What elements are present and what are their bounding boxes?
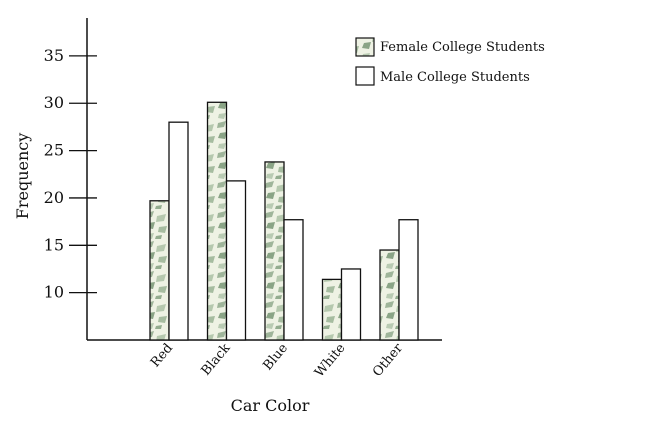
y-tick-label: 25 [44, 141, 64, 160]
y-tick-label: 30 [44, 93, 64, 112]
bar-blue-female [264, 161, 285, 341]
bar-red-female [149, 200, 170, 341]
x-tick-label: Red [148, 341, 176, 370]
y-tick-label: 20 [44, 188, 64, 207]
legend-label-male: Male College Students [380, 70, 530, 85]
bar-black-male [225, 180, 247, 341]
bar-other-female [379, 249, 400, 341]
bar-white-female [321, 278, 343, 341]
x-tick-label: Black [199, 341, 234, 379]
bar-blue-male [283, 219, 304, 341]
y-ticks: 10 15 20 25 30 35 [44, 46, 97, 302]
legend-swatch-female [355, 37, 375, 57]
bar-white-male [340, 268, 362, 341]
y-tick-label: 15 [44, 235, 64, 254]
bar-red-male [168, 121, 189, 341]
y-tick-label: 35 [44, 46, 64, 65]
legend: Female College Students Male College Stu… [355, 37, 545, 86]
x-tick-label: Other [370, 340, 407, 379]
bar-black-female [206, 101, 228, 341]
x-axis-label: Car Color [231, 396, 310, 415]
legend-label-female: Female College Students [380, 40, 545, 55]
y-tick-label: 10 [44, 283, 64, 302]
x-tick-labels: Red Black Blue White Other [148, 340, 407, 380]
y-axis-label: Frequency [13, 133, 32, 220]
bar-other-male [398, 219, 419, 341]
x-tick-label: Blue [260, 341, 291, 374]
x-tick-label: White [312, 341, 349, 381]
bars [149, 101, 419, 341]
legend-swatch-male [355, 66, 375, 86]
